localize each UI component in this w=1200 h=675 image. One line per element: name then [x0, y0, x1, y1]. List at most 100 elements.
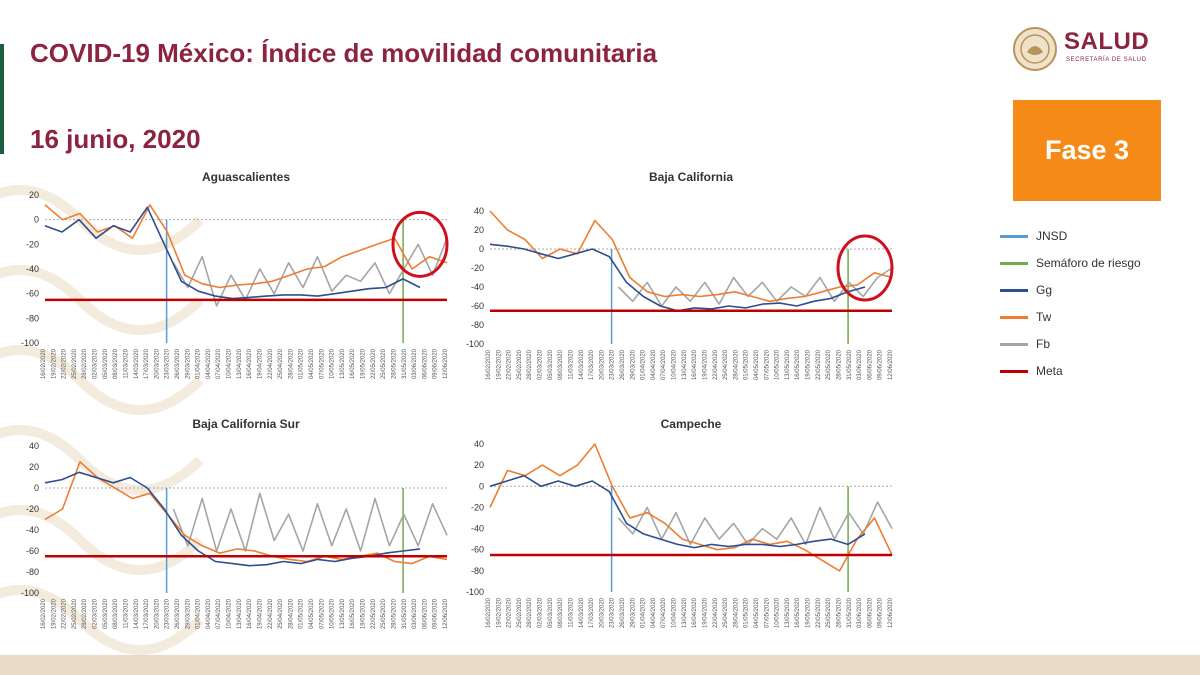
- legend-swatch: [1000, 261, 1028, 265]
- legend-swatch: [1000, 369, 1028, 373]
- y-tick-label: -40: [471, 524, 484, 534]
- y-tick-label: -20: [26, 239, 39, 249]
- x-tick-label: 10/04/2020: [672, 349, 678, 380]
- x-tick-label: 17/03/2020: [589, 597, 595, 628]
- x-tick-label: 19/05/2020: [806, 349, 812, 380]
- y-tick-label: 40: [474, 206, 484, 216]
- x-tick-label: 05/03/2020: [548, 597, 554, 628]
- x-tick-label: 19/02/2020: [51, 598, 57, 629]
- x-tick-label: 25/04/2020: [723, 349, 729, 380]
- x-tick-label: 17/03/2020: [144, 598, 150, 629]
- series-line-tw: [44, 204, 448, 289]
- x-tick-label: 11/03/2020: [123, 598, 129, 628]
- y-tick-label: 20: [29, 190, 39, 200]
- x-tick-label: 09/06/2020: [878, 349, 884, 380]
- footer-band: [0, 655, 1200, 675]
- x-tick-label: 29/03/2020: [185, 348, 191, 379]
- x-tick-label: 06/06/2020: [867, 597, 873, 628]
- x-tick-label: 28/04/2020: [733, 349, 739, 380]
- x-tick-label: 26/03/2020: [620, 349, 626, 380]
- legend-item-semaforo: Semáforo de riesgo: [1000, 255, 1141, 271]
- y-tick-label: -20: [26, 504, 39, 514]
- x-tick-label: 23/03/2020: [610, 349, 616, 380]
- legend-swatch: [1000, 342, 1028, 346]
- x-tick-label: 19/04/2020: [257, 348, 263, 379]
- x-tick-label: 02/03/2020: [93, 348, 99, 379]
- y-tick-label: 0: [479, 244, 484, 254]
- x-tick-label: 01/04/2020: [196, 598, 202, 629]
- x-tick-label: 03/06/2020: [412, 598, 418, 629]
- x-tick-label: 25/05/2020: [381, 348, 387, 379]
- logo-subtext: SECRETARÍA DE SALUD: [1066, 57, 1147, 63]
- salud-logo: SALUD SECRETARÍA DE SALUD: [1012, 24, 1164, 74]
- legend-label: Tw: [1036, 310, 1052, 324]
- y-tick-label: -60: [26, 289, 39, 299]
- x-tick-label: 09/06/2020: [433, 348, 439, 379]
- x-tick-label: 04/05/2020: [754, 349, 760, 380]
- y-tick-label: -100: [466, 587, 484, 597]
- y-tick-label: -80: [471, 320, 484, 330]
- highlight-circle: [391, 210, 449, 278]
- x-tick-label: 04/04/2020: [206, 598, 212, 629]
- x-tick-label: 14/03/2020: [134, 598, 140, 629]
- x-tick-label: 12/06/2020: [443, 348, 449, 379]
- x-tick-label: 28/02/2020: [82, 348, 88, 379]
- y-tick-label: 0: [479, 481, 484, 491]
- x-tick-label: 28/04/2020: [288, 348, 294, 379]
- x-tick-label: 25/04/2020: [278, 348, 284, 379]
- x-tick-label: 22/02/2020: [507, 597, 513, 628]
- y-tick-label: -80: [26, 567, 39, 577]
- x-tick-label: 25/04/2020: [723, 597, 729, 628]
- x-tick-label: 01/04/2020: [641, 349, 647, 380]
- x-tick-label: 03/06/2020: [857, 597, 863, 628]
- x-tick-label: 13/04/2020: [237, 348, 243, 379]
- x-tick-label: 09/06/2020: [433, 598, 439, 629]
- x-tick-label: 13/05/2020: [785, 349, 791, 380]
- x-tick-label: 28/02/2020: [82, 598, 88, 629]
- x-tick-label: 19/02/2020: [496, 349, 502, 380]
- x-tick-label: 01/04/2020: [641, 597, 647, 628]
- x-tick-label: 08/03/2020: [113, 598, 119, 629]
- x-tick-label: 16/04/2020: [247, 348, 253, 379]
- x-tick-label: 06/06/2020: [422, 348, 428, 379]
- x-tick-label: 23/03/2020: [165, 598, 171, 629]
- x-tick-label: 16/04/2020: [247, 598, 253, 629]
- y-tick-label: -20: [471, 263, 484, 273]
- x-tick-label: 31/05/2020: [847, 349, 853, 380]
- x-tick-label: 13/04/2020: [682, 349, 688, 380]
- x-tick-label: 20/03/2020: [154, 348, 160, 379]
- y-tick-label: -100: [21, 338, 39, 348]
- x-tick-label: 09/06/2020: [878, 597, 884, 628]
- x-tick-label: 26/03/2020: [175, 598, 181, 629]
- highlight-circle: [836, 234, 894, 302]
- x-tick-label: 23/03/2020: [610, 597, 616, 628]
- x-tick-label: 17/03/2020: [589, 349, 595, 380]
- x-tick-label: 07/05/2020: [319, 348, 325, 379]
- x-tick-label: 31/05/2020: [402, 348, 408, 379]
- x-tick-label: 07/05/2020: [764, 597, 770, 628]
- accent-bar: [0, 44, 4, 154]
- x-tick-label: 25/02/2020: [517, 597, 523, 628]
- x-tick-label: 17/03/2020: [144, 348, 150, 379]
- y-tick-label: -60: [471, 301, 484, 311]
- x-tick-label: 28/04/2020: [288, 598, 294, 629]
- x-tick-label: 10/05/2020: [775, 597, 781, 628]
- x-tick-label: 02/03/2020: [93, 598, 99, 629]
- x-tick-label: 04/05/2020: [754, 597, 760, 628]
- phase-badge: Fase 3: [1013, 100, 1161, 201]
- y-tick-label: 20: [29, 462, 39, 472]
- y-tick-label: -40: [471, 282, 484, 292]
- x-tick-label: 11/03/2020: [568, 349, 574, 379]
- x-tick-label: 28/02/2020: [527, 349, 533, 380]
- x-tick-label: 04/05/2020: [309, 348, 315, 379]
- x-tick-label: 31/05/2020: [847, 597, 853, 628]
- x-tick-label: 12/06/2020: [443, 598, 449, 629]
- x-tick-label: 25/05/2020: [826, 349, 832, 380]
- x-tick-label: 13/05/2020: [340, 348, 346, 379]
- x-tick-label: 13/04/2020: [682, 597, 688, 628]
- x-tick-label: 26/03/2020: [620, 597, 626, 628]
- x-tick-label: 25/05/2020: [826, 597, 832, 628]
- x-tick-label: 16/05/2020: [350, 598, 356, 629]
- x-tick-label: 28/02/2020: [527, 597, 533, 628]
- x-tick-label: 07/04/2020: [216, 348, 222, 379]
